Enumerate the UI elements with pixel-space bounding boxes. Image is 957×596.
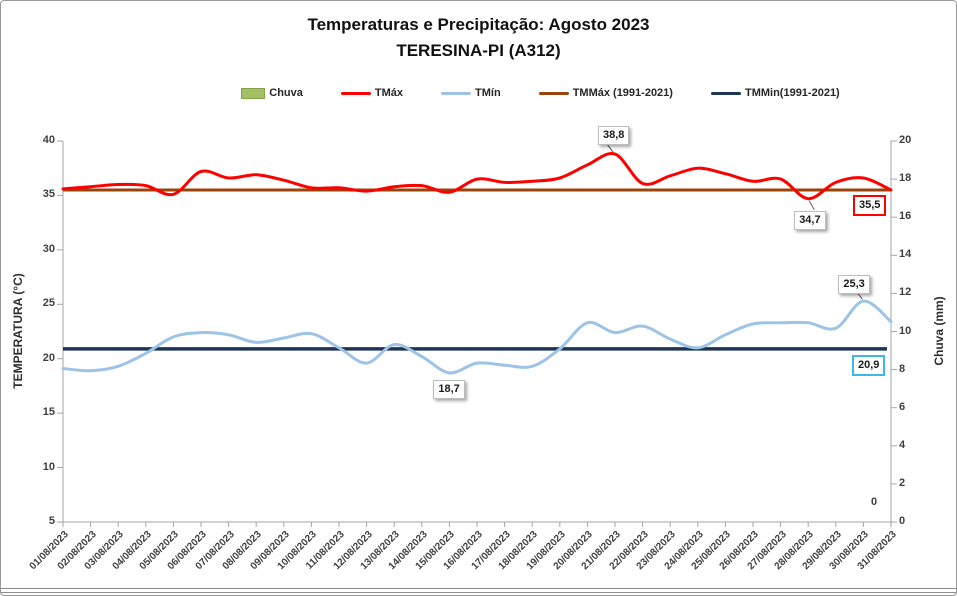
legend-swatch-icon: [538, 91, 569, 95]
left-axis-tick-label: 20: [42, 351, 55, 364]
data-label-connector: [808, 200, 815, 210]
legend-label: TMMáx (1991-2021): [572, 87, 673, 99]
data-label-34-7: 34,7: [794, 210, 826, 230]
data-label-connector: [857, 292, 863, 300]
data-label-20-9: 20,9: [852, 355, 886, 376]
data-label-0: 0: [871, 496, 878, 508]
legend-label: TMMin(1991-2021): [744, 87, 840, 99]
right-axis-tick-label: 12: [899, 286, 912, 299]
right-axis-tick-label: 16: [899, 210, 912, 223]
right-axis-tick-label: 10: [899, 324, 912, 337]
legend-label: TMín: [475, 87, 501, 99]
left-axis-tick-label: 15: [42, 406, 55, 419]
left-axis-tick-label: 5: [48, 515, 55, 527]
tmin-line: [61, 299, 893, 375]
legend-swatch-icon: [441, 91, 472, 95]
legend: Chuva TMáx TMín TMMáx (1991-2021) TMMin(1991…: [1, 87, 956, 99]
legend-item-chuva: Chuva: [241, 87, 303, 99]
legend-item-tmmin-1991-2021-: TMMin(1991-2021): [710, 87, 840, 99]
right-axis-tick-label: 6: [899, 400, 906, 413]
legend-item-tm-x: TMáx: [340, 87, 404, 99]
bottom-divider: [1, 588, 956, 593]
left-axis-tick-label: 25: [42, 297, 55, 310]
legend-item-tm-n: TMín: [441, 87, 501, 99]
left-axis-tick-label: 40: [42, 134, 55, 146]
right-axis-tick-label: 14: [899, 248, 912, 261]
data-label-connector: [606, 143, 614, 153]
left-axis-tick-label: 10: [42, 460, 55, 473]
chart-title-line2: TERESINA-PI (A312): [396, 41, 561, 60]
left-axis-title: TEMPERATURA (°C): [11, 273, 25, 389]
legend-label: Chuva: [269, 87, 303, 99]
right-axis-tick-label: 0: [899, 515, 906, 527]
tmax-line: [61, 152, 893, 201]
legend-label: TMáx: [374, 87, 404, 99]
right-axis-title: Chuva (mm): [932, 296, 946, 366]
right-axis-tick-label: 20: [899, 134, 912, 146]
right-axis-tick-label: 2: [899, 476, 906, 489]
data-label-38-8: 38,8: [598, 126, 630, 146]
right-axis-tick-label: 8: [899, 362, 906, 375]
right-axis-tick-label: 18: [899, 172, 912, 185]
right-axis-tick-label: 4: [899, 438, 906, 451]
left-axis-tick-label: 35: [42, 188, 55, 201]
chart-title-line1: Temperaturas e Precipitação: Agosto 2023: [307, 15, 650, 34]
data-label-35-5: 35,5: [853, 195, 887, 216]
left-axis-tick-label: 30: [42, 242, 55, 255]
legend-item-tmm-x-1991-2021-: TMMáx (1991-2021): [538, 87, 673, 99]
data-label-18-7: 18,7: [433, 379, 465, 399]
legend-swatch-icon: [710, 91, 741, 95]
data-label-25-3: 25,3: [838, 275, 870, 295]
legend-swatch-icon: [340, 91, 371, 95]
legend-swatch-icon: [241, 87, 266, 99]
